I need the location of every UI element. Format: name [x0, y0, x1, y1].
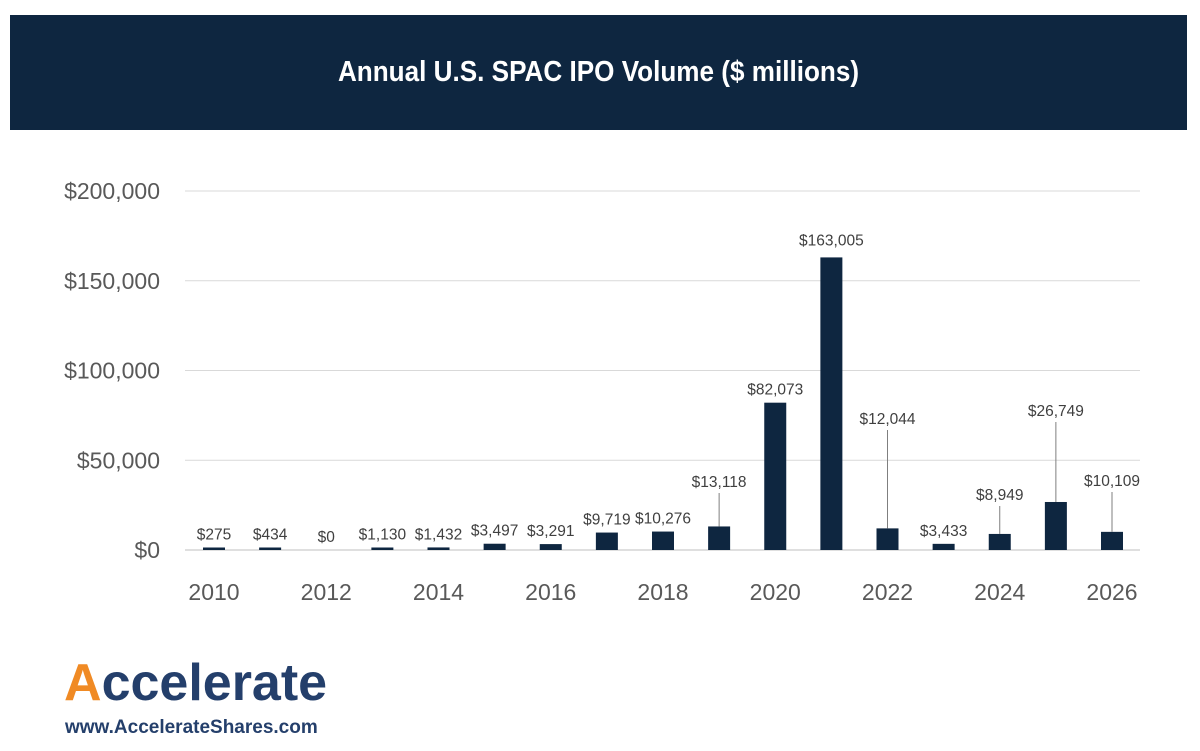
x-tick-label: 2024 — [974, 579, 1025, 605]
x-tick-label: 2014 — [413, 579, 464, 605]
data-label: $1,432 — [415, 526, 462, 543]
data-label: $9,719 — [583, 512, 630, 529]
bar-chart: $0 $50,000 $100,000 $150,000 $200,000 2010 201… — [64, 178, 1140, 605]
bar — [203, 547, 225, 550]
bar — [1044, 501, 1067, 550]
x-tick-label: 2026 — [1086, 579, 1137, 605]
data-label: $3,433 — [920, 523, 967, 540]
y-tick-label: $200,000 — [64, 178, 160, 204]
accelerate-logo: Accelerate www.AccelerateShares.com — [62, 655, 402, 745]
data-label: $3,291 — [527, 523, 574, 540]
x-tick-label: 2016 — [525, 579, 576, 605]
data-label: $82,073 — [747, 382, 803, 399]
bar — [652, 531, 674, 550]
bar — [876, 528, 899, 550]
bar — [427, 547, 450, 550]
chart-title: Annual U.S. SPAC IPO Volume ($ millions) — [337, 56, 860, 88]
bar — [595, 532, 618, 550]
data-label: $12,044 — [859, 411, 915, 428]
y-tick-label: $0 — [134, 537, 160, 563]
x-tick-label: 2012 — [301, 579, 352, 605]
data-label: $434 — [253, 527, 288, 544]
data-label: $13,118 — [692, 474, 747, 491]
x-tick-label: 2020 — [750, 579, 801, 605]
y-tick-label: $100,000 — [64, 358, 160, 384]
data-label: $163,005 — [799, 232, 864, 249]
logo-word: Accelerate — [64, 654, 328, 712]
data-label: $1,130 — [359, 527, 407, 544]
bar — [988, 533, 1011, 550]
bar — [539, 544, 562, 550]
bar — [820, 257, 843, 550]
y-tick-label: $150,000 — [64, 268, 160, 294]
bar — [708, 526, 731, 550]
bar — [483, 543, 506, 550]
data-label: $8,949 — [976, 487, 1023, 504]
x-tick-label: 2010 — [188, 579, 239, 605]
data-label: $10,109 — [1084, 473, 1140, 490]
bar — [764, 402, 787, 550]
chart-title-bar: Annual U.S. SPAC IPO Volume ($ millions) — [10, 15, 1187, 130]
x-tick-label: 2022 — [862, 579, 913, 605]
x-tick-label: 2018 — [637, 579, 688, 605]
bar — [932, 543, 955, 550]
data-label: $0 — [318, 529, 336, 546]
logo-url: www.AccelerateShares.com — [65, 717, 318, 738]
data-label: $26,749 — [1028, 403, 1084, 420]
data-label: $3,497 — [471, 523, 518, 540]
data-label: $275 — [197, 527, 231, 544]
y-tick-label: $50,000 — [77, 447, 160, 473]
bar — [259, 547, 282, 550]
bar — [371, 547, 394, 550]
bar — [1101, 531, 1123, 550]
data-label: $10,276 — [635, 511, 691, 528]
